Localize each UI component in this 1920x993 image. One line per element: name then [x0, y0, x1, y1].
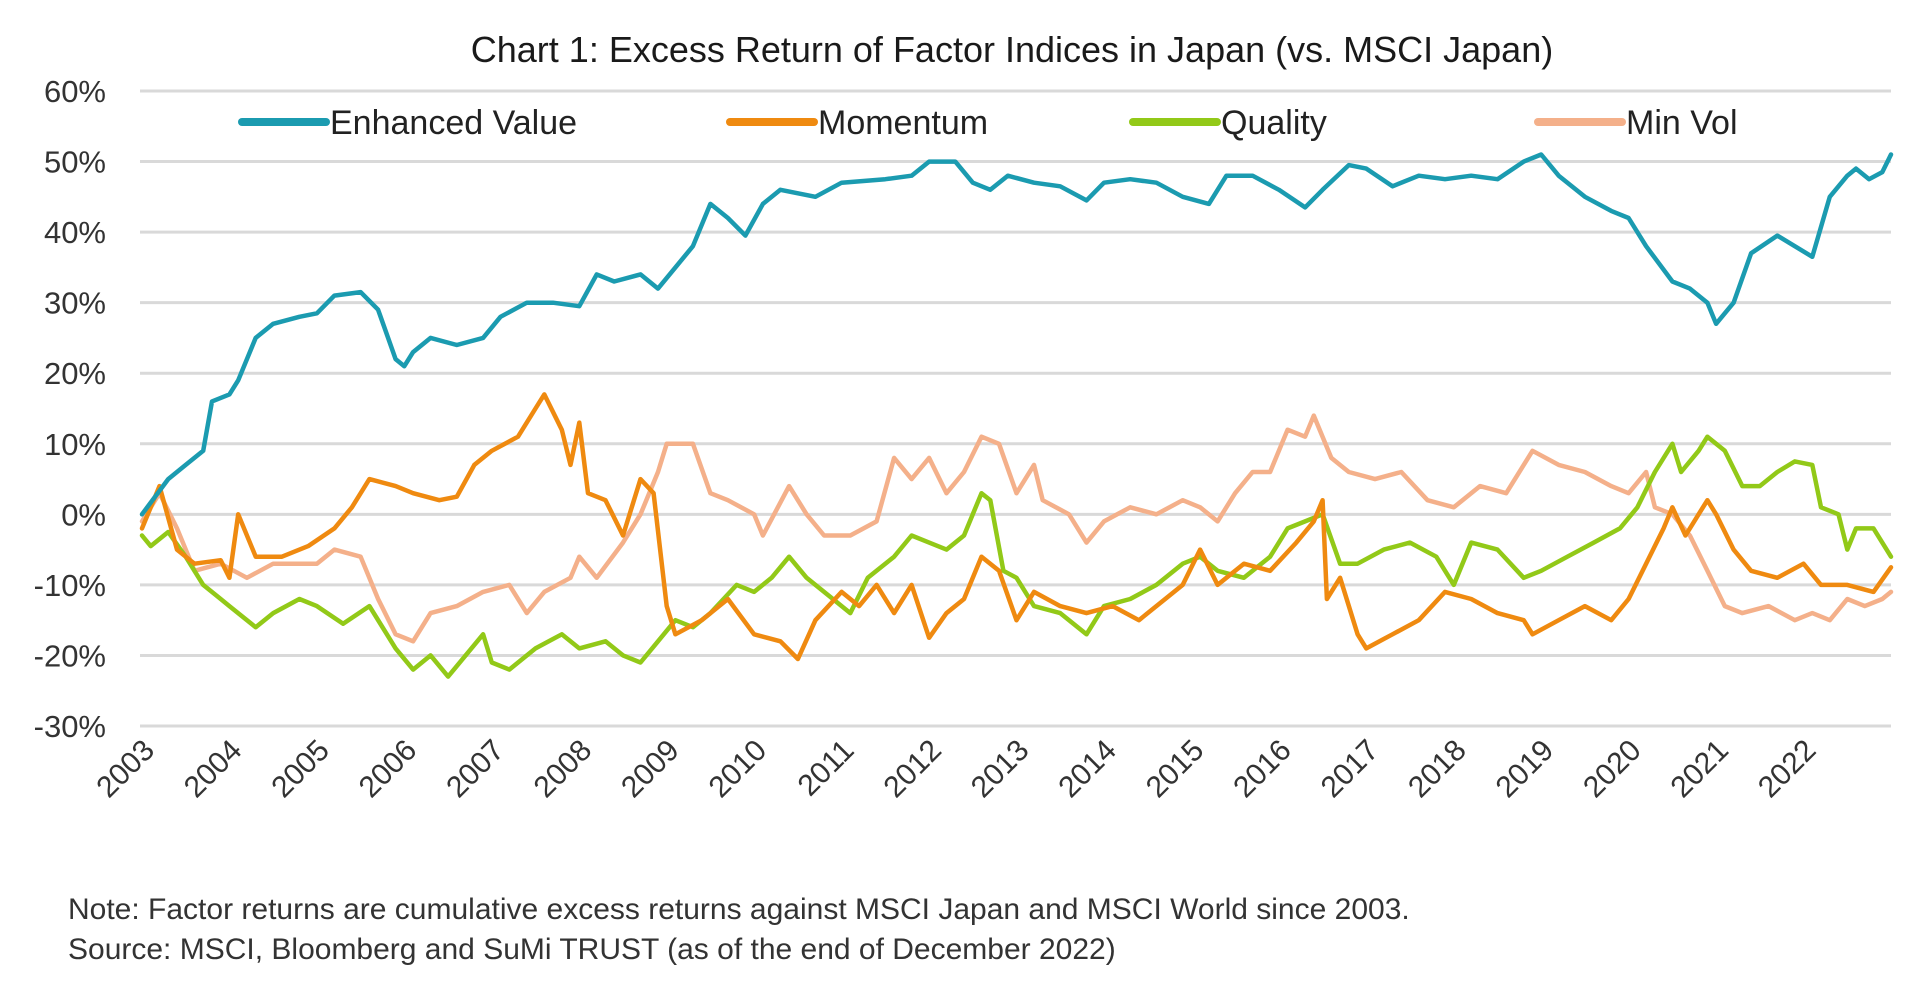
x-tick-label: 2009 [615, 734, 686, 805]
chart-title: Chart 1: Excess Return of Factor Indices… [471, 29, 1553, 70]
x-tick-label: 2018 [1402, 734, 1473, 805]
x-tick-label: 2020 [1577, 734, 1648, 805]
y-axis-ticks: 60% 50% 40% 30% 20% 10% 0% -10% -20% -30% [34, 74, 106, 744]
x-tick-label: 2014 [1052, 734, 1123, 805]
x-tick-label: 2017 [1315, 734, 1386, 805]
series-line-momentum [139, 392, 1894, 662]
x-tick-label: 2011 [792, 734, 861, 803]
series-line-enhanced-value [139, 152, 1894, 517]
x-tick-label: 2003 [90, 734, 161, 805]
y-tick-label: 10% [44, 427, 106, 462]
x-tick-label: 2013 [965, 734, 1036, 805]
y-tick-label: 0% [61, 497, 106, 532]
legend-item-min-vol: Min Vol [1534, 104, 1738, 142]
y-tick-label: 50% [44, 145, 106, 180]
x-tick-label: 2015 [1140, 734, 1211, 805]
x-tick-label: 2016 [1227, 734, 1298, 805]
legend: Enhanced Value Momentum Quality Min Vol [238, 104, 1738, 142]
chart-note: Note: Factor returns are cumulative exce… [68, 893, 1410, 926]
line-chart: Chart 1: Excess Return of Factor Indices… [34, 29, 1894, 805]
legend-label: Quality [1221, 104, 1327, 142]
x-axis-ticks: 2003 2004 2005 2006 2007 2008 2009 2010 2011 2012… [90, 734, 1822, 805]
legend-item-quality: Quality [1129, 104, 1327, 142]
series-lines [139, 152, 1894, 679]
y-tick-label: 60% [44, 74, 106, 109]
x-tick-label: 2012 [877, 734, 948, 805]
x-tick-label: 2019 [1490, 734, 1561, 805]
y-tick-label: -20% [34, 638, 106, 673]
x-tick-label: 2004 [178, 734, 249, 805]
x-tick-label: 2007 [440, 734, 511, 805]
legend-item-momentum: Momentum [726, 104, 988, 142]
y-tick-label: 20% [44, 356, 106, 391]
legend-label: Momentum [818, 104, 988, 142]
x-tick-label: 2006 [353, 734, 424, 805]
x-tick-label: 2010 [703, 734, 774, 805]
chart-source: Source: MSCI, Bloomberg and SuMi TRUST (… [68, 933, 1116, 966]
gridlines [140, 89, 1891, 728]
y-tick-label: 40% [44, 215, 106, 250]
y-tick-label: -10% [34, 568, 106, 603]
y-tick-label: 30% [44, 286, 106, 321]
x-tick-label: 2008 [528, 734, 599, 805]
x-tick-label: 2022 [1752, 734, 1823, 805]
legend-label: Min Vol [1626, 104, 1738, 142]
y-tick-label: -30% [34, 709, 106, 744]
x-tick-label: 2021 [1665, 734, 1736, 805]
legend-item-enhanced-value: Enhanced Value [238, 104, 577, 142]
series-line-min-vol [139, 413, 1894, 644]
x-tick-label: 2005 [265, 734, 336, 805]
series-line-quality [139, 434, 1894, 679]
legend-label: Enhanced Value [330, 104, 577, 142]
